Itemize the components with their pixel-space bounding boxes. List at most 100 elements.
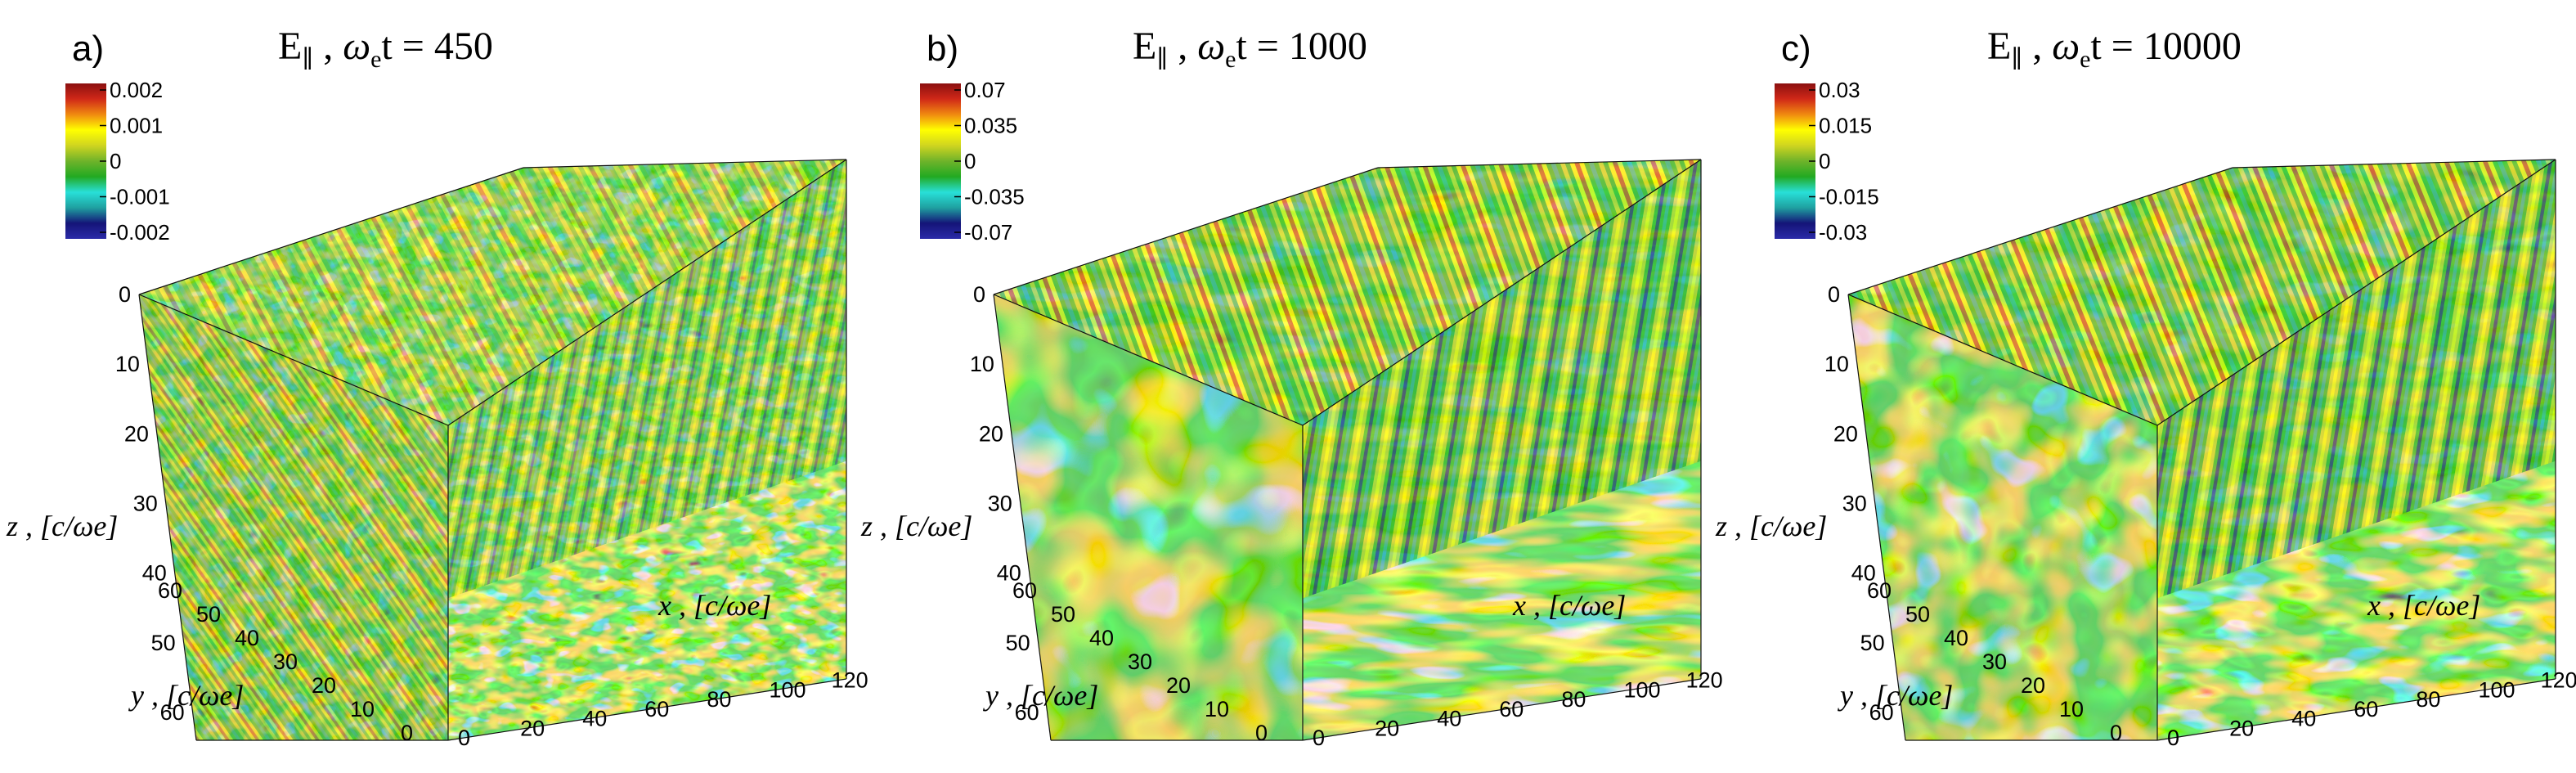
cube-edge <box>993 167 1379 295</box>
x-tick-label: 80 <box>2416 687 2440 712</box>
cube-edge <box>447 678 847 741</box>
panel-title: E∥ , ωet = 10000 <box>1987 25 2242 73</box>
z-tick-label: 0 <box>119 282 131 307</box>
panel-label: c) <box>1781 29 1811 69</box>
y-tick-label: 30 <box>273 649 298 674</box>
y-tick-label: 60 <box>158 578 182 603</box>
colorbar-tick-label: 0 <box>1819 149 1830 173</box>
z-tick-label: 20 <box>1833 421 1858 446</box>
z-tick-label: 60 <box>1015 700 1039 725</box>
z-tick-label: 10 <box>970 352 994 376</box>
colorbar-tick-label: -0.03 <box>1819 220 1867 245</box>
y-tick-label: 10 <box>2059 697 2084 721</box>
y-tick-label: 10 <box>350 697 375 721</box>
y-tick-label: 40 <box>1089 626 1114 650</box>
y-tick-label: 30 <box>1128 649 1152 674</box>
panel-a: a) E∥ , ωet = 450 0.002 0.001 0 -0.001 -0.002 0… <box>6 25 868 750</box>
colorbar: 0.07 0.035 0 -0.035 -0.07 <box>920 78 1025 245</box>
panel-b: b) E∥ , ωet = 1000 0.07 0.035 0 -0.035 -0.07 0 1… <box>860 25 1723 750</box>
colorbar-tick-label: 0.001 <box>110 114 163 138</box>
y-tick-label: 60 <box>1867 578 1892 603</box>
cube-edge <box>138 294 197 741</box>
y-axis-title: y , [c/ωe] <box>1838 679 1953 712</box>
cube-front-face <box>1848 294 2157 740</box>
colorbar-tick-label: -0.015 <box>1819 185 1879 209</box>
x-tick-label: 40 <box>1437 707 1461 731</box>
z-tick-label: 0 <box>1828 282 1840 307</box>
z-tick-label: 50 <box>1860 631 1885 655</box>
colorbar-tick-label: 0 <box>110 149 121 173</box>
x-tick-label: 0 <box>1313 726 1325 750</box>
y-tick-label: 20 <box>2021 673 2045 698</box>
colorbar-gradient <box>1775 83 1815 239</box>
x-tick-label: 120 <box>1686 668 1723 693</box>
colorbar-tick-label: -0.002 <box>110 220 170 245</box>
z-tick-label: 20 <box>124 421 149 446</box>
z-axis-title: z , [c/ωe] <box>1715 510 1827 542</box>
colorbar-tick-label: 0.002 <box>110 78 163 102</box>
x-tick-label: 120 <box>2541 668 2576 693</box>
cube-edge <box>138 167 524 295</box>
cube-edge <box>2156 678 2556 741</box>
z-tick-label: 20 <box>979 421 1003 446</box>
x-axis: 0 20 40 60 80 100 120 x , [c/ωe] <box>2167 589 2576 750</box>
x-tick-label: 80 <box>1561 687 1586 712</box>
x-tick-label: 20 <box>520 716 545 740</box>
z-axis: 0 10 20 30 40 50 60 z , [c/ωe] <box>860 282 1039 725</box>
colorbar: 0.03 0.015 0 -0.015 -0.03 <box>1775 78 1879 245</box>
z-axis-title: z , [c/ωe] <box>860 510 972 542</box>
y-axis-title: y , [c/ωe] <box>983 679 1098 712</box>
y-tick-label: 60 <box>1012 578 1037 603</box>
y-tick-label: 40 <box>1944 626 1968 650</box>
x-tick-label: 60 <box>2354 697 2378 721</box>
y-axis-title: y , [c/ωe] <box>128 679 244 712</box>
z-tick-label: 40 <box>997 561 1021 586</box>
y-tick-label: 50 <box>196 602 221 627</box>
z-tick-label: 10 <box>1824 352 1849 376</box>
y-tick-label: 0 <box>401 721 413 745</box>
cube-edge <box>1847 294 2158 426</box>
y-tick-label: 30 <box>1982 649 2007 674</box>
colorbar-tick-label: 0.035 <box>964 114 1017 138</box>
x-tick-label: 60 <box>1499 697 1524 721</box>
colorbar-tick-label: 0.015 <box>1819 114 1872 138</box>
cube-edge <box>1377 159 1702 169</box>
colorbar-tick-label: -0.035 <box>964 185 1025 209</box>
cube-front-face <box>139 294 448 740</box>
x-tick-label: 20 <box>1375 716 1399 740</box>
panel-label: b) <box>927 29 958 69</box>
x-axis: 0 20 40 60 80 100 120 x , [c/ωe] <box>458 589 868 750</box>
z-tick-label: 30 <box>133 491 158 515</box>
panel-title: E∥ , ωet = 1000 <box>1133 25 1367 73</box>
z-tick-label: 40 <box>142 561 167 586</box>
z-tick-label: 30 <box>1842 491 1867 515</box>
z-axis: 0 10 20 30 40 50 60 z , [c/ωe] <box>1715 282 1894 725</box>
colorbar-tick-label: -0.001 <box>110 185 170 209</box>
cube-edge <box>1847 167 2233 295</box>
x-tick-label: 100 <box>1623 677 1660 702</box>
x-tick-label: 0 <box>2167 726 2179 750</box>
x-tick-label: 20 <box>2229 716 2254 740</box>
x-tick-label: 80 <box>707 687 731 712</box>
panel-c: c) E∥ , ωet = 100000.030.0150-0.015-0.030… <box>1715 25 2576 750</box>
cube-edge <box>523 159 847 169</box>
y-tick-label: 50 <box>1905 602 1930 627</box>
z-tick-label: 30 <box>988 491 1012 515</box>
panel-label: a) <box>72 29 104 69</box>
cube-edge <box>2232 159 2556 169</box>
y-tick-label: 0 <box>2110 721 2122 745</box>
panel-title: E∥ , ωet = 450 <box>278 25 493 73</box>
y-axis: 0 10 20 30 40 50 60 y , [c/ωe] <box>1838 578 2122 745</box>
z-tick-label: 50 <box>1006 631 1030 655</box>
z-axis-title: z , [c/ωe] <box>6 510 118 542</box>
y-tick-label: 0 <box>1255 721 1268 745</box>
z-tick-label: 50 <box>151 631 176 655</box>
colorbar-tick-label: 0.03 <box>1819 78 1860 102</box>
cube-edge <box>993 294 1052 741</box>
x-axis-title: x , [c/ωe] <box>2367 589 2480 622</box>
cube-edge <box>1302 159 1702 426</box>
x-tick-label: 40 <box>2291 707 2316 731</box>
